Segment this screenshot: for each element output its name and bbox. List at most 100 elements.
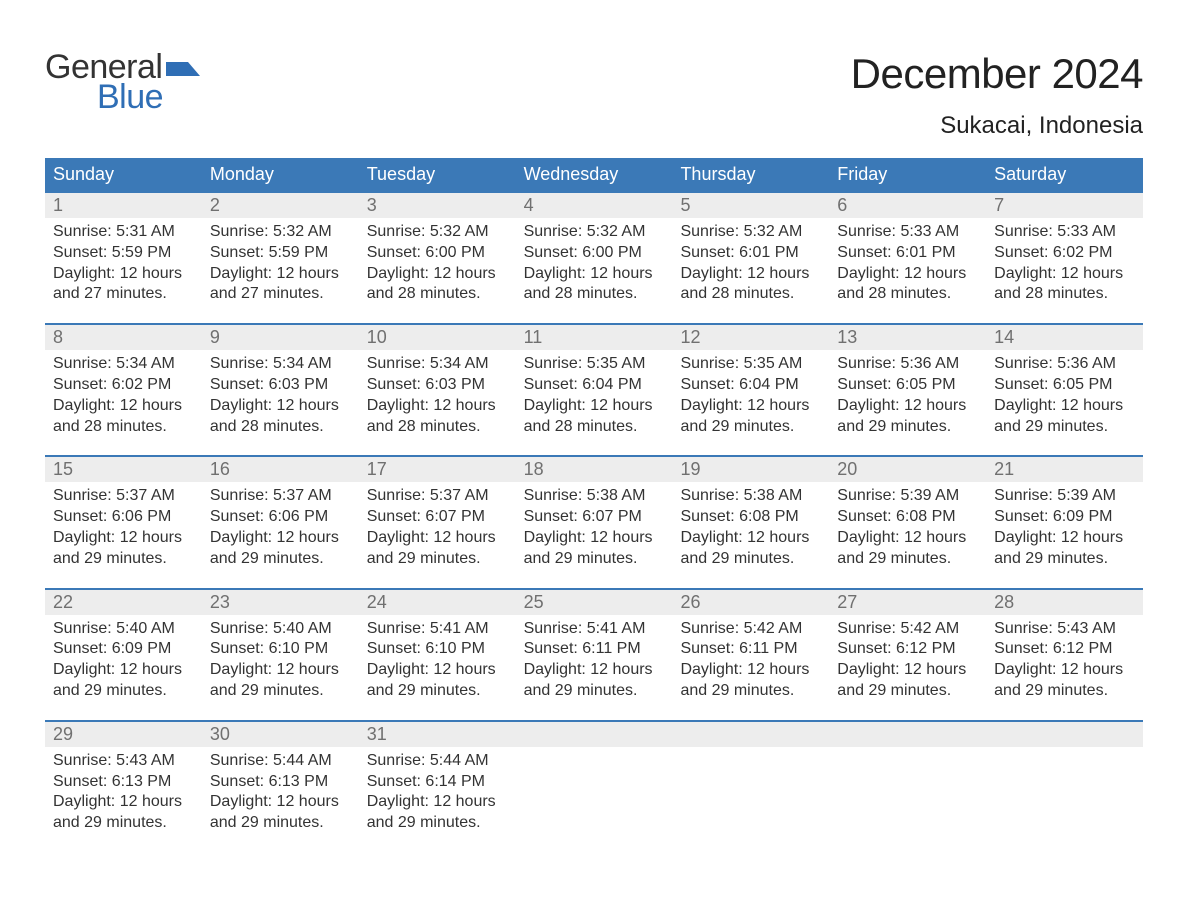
day-details: Sunrise: 5:32 AMSunset: 6:00 PMDaylight:…	[516, 218, 673, 313]
day-sunrise: Sunrise: 5:41 AM	[367, 619, 508, 640]
day-dl1: Daylight: 12 hours	[680, 264, 821, 285]
day-number-row: 1234567	[45, 193, 1143, 218]
day-number: 13	[829, 325, 986, 350]
day-dl1: Daylight: 12 hours	[994, 396, 1135, 417]
day-dl2: and 28 minutes.	[524, 417, 665, 438]
day-number: 16	[202, 457, 359, 482]
day-sunset: Sunset: 6:07 PM	[524, 507, 665, 528]
day-sunrise: Sunrise: 5:44 AM	[210, 751, 351, 772]
calendar-page: General Blue December 2024 Sukacai, Indo…	[0, 0, 1188, 872]
day-sunset: Sunset: 6:05 PM	[994, 375, 1135, 396]
day-number: 18	[516, 457, 673, 482]
day-sunset: Sunset: 6:11 PM	[524, 639, 665, 660]
day-number: 12	[672, 325, 829, 350]
day-number: 15	[45, 457, 202, 482]
weekday-header: Sunday	[45, 158, 202, 191]
day-sunset: Sunset: 6:04 PM	[680, 375, 821, 396]
day-details: Sunrise: 5:39 AMSunset: 6:08 PMDaylight:…	[829, 482, 986, 577]
day-number: 28	[986, 590, 1143, 615]
weekday-header: Saturday	[986, 158, 1143, 191]
day-dl2: and 29 minutes.	[837, 549, 978, 570]
day-sunset: Sunset: 6:13 PM	[210, 772, 351, 793]
weekday-header-row: Sunday Monday Tuesday Wednesday Thursday…	[45, 158, 1143, 191]
day-details: Sunrise: 5:34 AMSunset: 6:02 PMDaylight:…	[45, 350, 202, 445]
day-dl2: and 29 minutes.	[210, 549, 351, 570]
day-dl1: Daylight: 12 hours	[837, 528, 978, 549]
day-details: Sunrise: 5:42 AMSunset: 6:12 PMDaylight:…	[829, 615, 986, 710]
day-sunrise: Sunrise: 5:43 AM	[994, 619, 1135, 640]
day-sunrise: Sunrise: 5:40 AM	[53, 619, 194, 640]
day-number: 14	[986, 325, 1143, 350]
day-sunrise: Sunrise: 5:32 AM	[210, 222, 351, 243]
day-sunset: Sunset: 6:00 PM	[367, 243, 508, 264]
day-sunset: Sunset: 5:59 PM	[53, 243, 194, 264]
day-sunrise: Sunrise: 5:35 AM	[524, 354, 665, 375]
day-sunset: Sunset: 6:00 PM	[524, 243, 665, 264]
day-details: Sunrise: 5:38 AMSunset: 6:07 PMDaylight:…	[516, 482, 673, 577]
day-sunset: Sunset: 6:03 PM	[210, 375, 351, 396]
day-details: Sunrise: 5:37 AMSunset: 6:06 PMDaylight:…	[45, 482, 202, 577]
day-number: 17	[359, 457, 516, 482]
day-number: 24	[359, 590, 516, 615]
day-dl2: and 29 minutes.	[994, 681, 1135, 702]
day-dl1: Daylight: 12 hours	[367, 264, 508, 285]
day-details: Sunrise: 5:38 AMSunset: 6:08 PMDaylight:…	[672, 482, 829, 577]
day-sunset: Sunset: 6:02 PM	[994, 243, 1135, 264]
day-sunset: Sunset: 6:11 PM	[680, 639, 821, 660]
day-number: 9	[202, 325, 359, 350]
day-dl2: and 27 minutes.	[210, 284, 351, 305]
day-sunset: Sunset: 6:10 PM	[210, 639, 351, 660]
day-sunrise: Sunrise: 5:31 AM	[53, 222, 194, 243]
day-details-row: Sunrise: 5:31 AMSunset: 5:59 PM Daylight:…	[45, 218, 1143, 313]
calendar-week: 1234567 Sunrise: 5:31 AMSunset: 5:59 PM Da…	[45, 191, 1143, 313]
day-sunrise: Sunrise: 5:34 AM	[210, 354, 351, 375]
day-dl1: Daylight: 12 hours	[210, 396, 351, 417]
day-dl1: Daylight: 12 hours	[210, 264, 351, 285]
day-number: 7	[986, 193, 1143, 218]
day-details: Sunrise: 5:42 AMSunset: 6:11 PMDaylight:…	[672, 615, 829, 710]
calendar-grid: Sunday Monday Tuesday Wednesday Thursday…	[45, 158, 1143, 842]
day-details-row: Sunrise: 5:37 AM Sunset: 6:06 PM Daylight:…	[45, 482, 1143, 577]
day-dl1: Daylight: 12 hours	[680, 528, 821, 549]
day-sunrise: Sunrise: 5:37 AM	[53, 486, 194, 507]
day-dl2: and 29 minutes.	[53, 549, 194, 570]
day-sunrise: Sunrise: 5:38 AM	[524, 486, 665, 507]
day-dl1: Daylight: 12 hours	[524, 264, 665, 285]
day-details: Sunrise: 5:36 AMSunset: 6:05 PMDaylight:…	[986, 350, 1143, 445]
day-sunset: Sunset: 6:04 PM	[524, 375, 665, 396]
day-details	[829, 747, 986, 842]
day-sunset: Sunset: 6:12 PM	[994, 639, 1135, 660]
day-sunrise: Sunrise: 5:34 AM	[367, 354, 508, 375]
day-sunrise: Sunrise: 5:36 AM	[837, 354, 978, 375]
day-number	[516, 722, 673, 747]
day-sunrise: Sunrise: 5:32 AM	[524, 222, 665, 243]
day-sunrise: Sunrise: 5:34 AM	[53, 354, 194, 375]
day-number: 8	[45, 325, 202, 350]
day-details-row: Sunrise: 5:43 AMSunset: 6:13 PMDaylight:…	[45, 747, 1143, 842]
brand-logo: General Blue	[45, 50, 200, 114]
day-sunset: Sunset: 6:06 PM	[210, 507, 351, 528]
day-sunrise: Sunrise: 5:32 AM	[367, 222, 508, 243]
day-details: Sunrise: 5:35 AMSunset: 6:04 PMDaylight:…	[516, 350, 673, 445]
day-dl1: Daylight: 12 hours	[837, 264, 978, 285]
day-details: Sunrise: 5:44 AMSunset: 6:13 PMDaylight:…	[202, 747, 359, 842]
calendar-week: 22232425262728 Sunrise: 5:40 AM Sunset: 6:…	[45, 588, 1143, 710]
day-details: Sunrise: 5:33 AMSunset: 6:01 PMDaylight:…	[829, 218, 986, 313]
day-details: Sunrise: 5:32 AMSunset: 6:00 PMDaylight:…	[359, 218, 516, 313]
day-dl1: Daylight: 12 hours	[994, 660, 1135, 681]
calendar-week: 891011121314Sunrise: 5:34 AMSunset: 6:02…	[45, 323, 1143, 445]
day-dl1: Daylight: 12 hours	[53, 660, 194, 681]
day-dl2: and 29 minutes.	[994, 549, 1135, 570]
day-dl2: and 29 minutes.	[53, 681, 194, 702]
day-number: 23	[202, 590, 359, 615]
day-number: 29	[45, 722, 202, 747]
weekday-header: Monday	[202, 158, 359, 191]
day-dl1: Daylight: 12 hours	[994, 264, 1135, 285]
day-sunset: Sunset: 6:14 PM	[367, 772, 508, 793]
day-number: 4	[516, 193, 673, 218]
day-sunrise: Sunrise: 5:33 AM	[994, 222, 1135, 243]
month-title: December 2024	[851, 50, 1143, 98]
day-sunset: Sunset: 6:13 PM	[53, 772, 194, 793]
day-sunset: Sunset: 6:05 PM	[837, 375, 978, 396]
day-number-row: 22232425262728	[45, 590, 1143, 615]
